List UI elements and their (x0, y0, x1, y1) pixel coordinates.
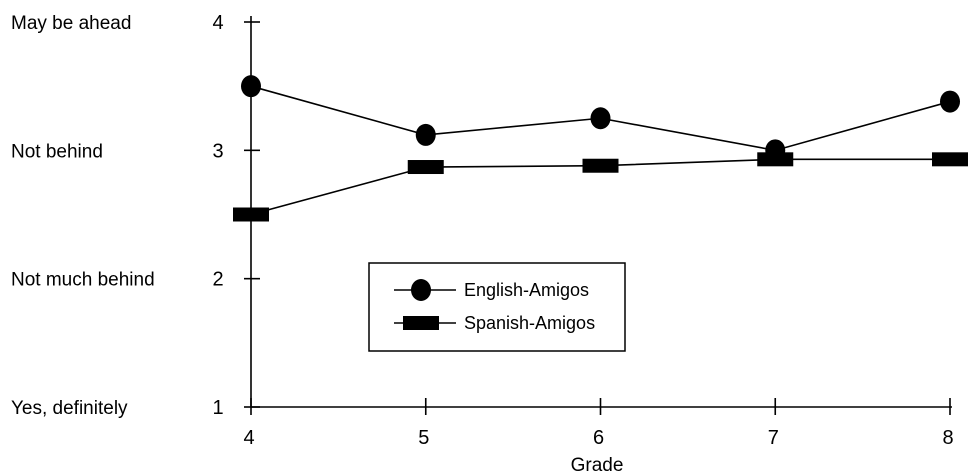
data-point (757, 152, 794, 167)
data-point (582, 158, 619, 173)
y-tick-label: 2 (212, 269, 223, 291)
y-tick-label: 1 (212, 397, 223, 419)
data-point (940, 90, 960, 113)
data-point (241, 75, 261, 98)
x-axis-title: Grade (571, 455, 624, 476)
legend-item: Spanish-Amigos (394, 313, 595, 333)
series-layer (233, 75, 968, 222)
y-category-label: Not behind (11, 141, 103, 162)
x-axis: 4 5 6 7 8 (243, 398, 954, 449)
x-tick-label: 8 (942, 427, 953, 449)
data-point (590, 107, 611, 130)
data-point (932, 152, 968, 167)
y-category-label: May be ahead (11, 13, 131, 34)
data-point (233, 207, 269, 222)
x-tick-label: 4 (243, 427, 254, 449)
data-point (415, 123, 436, 146)
legend-label: Spanish-Amigos (464, 313, 595, 333)
y-tick-label: 3 (212, 140, 223, 162)
legend-box (368, 262, 626, 352)
x-tick-label: 5 (418, 427, 429, 449)
legend-marker (403, 316, 439, 330)
y-category-labels: May be ahead Not behind Not much behind Yes… (11, 13, 155, 419)
y-tick-label: 4 (212, 12, 223, 34)
legend-marker (411, 279, 431, 301)
y-category-label: Not much behind (11, 270, 155, 291)
series-spanish-amigos (233, 152, 968, 222)
legend: English-Amigos Spanish-Amigos (368, 262, 626, 352)
data-point (407, 160, 444, 175)
legend-item: English-Amigos (394, 279, 589, 301)
legend-label: English-Amigos (464, 280, 589, 300)
y-category-label: Yes, definitely (11, 398, 128, 419)
x-tick-label: 7 (768, 427, 779, 449)
x-tick-label: 6 (593, 427, 604, 449)
series-english-amigos (241, 75, 960, 162)
